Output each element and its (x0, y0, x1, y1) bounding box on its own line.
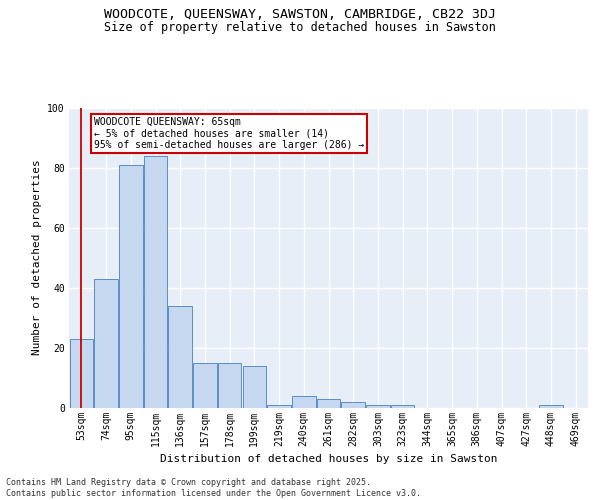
Bar (391, 404, 415, 407)
Bar (218, 362, 241, 408)
Bar (366, 404, 389, 407)
Text: Contains HM Land Registry data © Crown copyright and database right 2025.
Contai: Contains HM Land Registry data © Crown c… (6, 478, 421, 498)
Bar (70, 338, 93, 407)
Text: Size of property relative to detached houses in Sawston: Size of property relative to detached ho… (104, 21, 496, 34)
Bar (169, 306, 192, 408)
Text: WOODCOTE QUEENSWAY: 65sqm
← 5% of detached houses are smaller (14)
95% of semi-d: WOODCOTE QUEENSWAY: 65sqm ← 5% of detach… (94, 116, 364, 150)
Y-axis label: Number of detached properties: Number of detached properties (32, 160, 41, 356)
Bar (242, 366, 266, 408)
Bar (94, 278, 118, 407)
X-axis label: Distribution of detached houses by size in Sawston: Distribution of detached houses by size … (160, 454, 497, 464)
Bar (317, 398, 340, 407)
Bar (119, 164, 143, 408)
Bar (341, 402, 365, 407)
Bar (193, 362, 217, 408)
Bar (144, 156, 167, 408)
Bar (539, 404, 563, 407)
Bar (292, 396, 316, 407)
Bar (268, 404, 291, 407)
Text: WOODCOTE, QUEENSWAY, SAWSTON, CAMBRIDGE, CB22 3DJ: WOODCOTE, QUEENSWAY, SAWSTON, CAMBRIDGE,… (104, 8, 496, 20)
